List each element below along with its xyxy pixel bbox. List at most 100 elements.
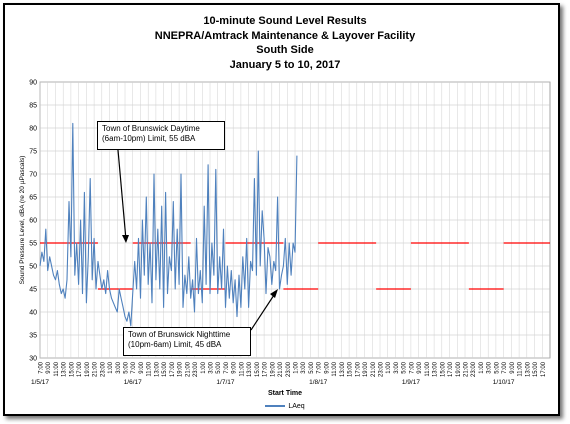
nighttime-callout-line-2: (10pm-6am) Limit, 45 dBA — [128, 340, 222, 349]
x-tick-label: 11:00 — [239, 361, 245, 376]
x-tick-label: 13:00 — [340, 361, 346, 377]
x-axis-title: Start Time — [267, 390, 303, 397]
x-tick-label: 11:00 — [425, 361, 431, 376]
x-tick-label: 9:00 — [324, 361, 330, 373]
nighttime-arrowhead — [270, 289, 278, 298]
x-tick-label: 7:00 — [224, 361, 230, 373]
x-tick-label: 9:00 — [46, 361, 52, 373]
x-tick-label: 17:00 — [170, 361, 176, 377]
x-tick-label: 5:00 — [402, 361, 408, 373]
x-tick-label: 11:00 — [54, 361, 60, 376]
x-tick-label: 1:00 — [108, 361, 114, 373]
y-tick-label: 60 — [29, 218, 37, 225]
x-tick-label: 21:00 — [185, 361, 191, 377]
y-tick-label: 55 — [29, 241, 37, 248]
x-tick-label: 17:00 — [77, 361, 83, 377]
y-tick-label: 70 — [29, 172, 37, 179]
nighttime-callout-arrow — [250, 291, 277, 331]
x-tick-label: 15:00 — [348, 361, 354, 377]
legend-swatch — [265, 405, 286, 408]
x-tick-label: 19:00 — [363, 361, 369, 377]
y-tick-label: 45 — [29, 287, 37, 294]
date-label: 1/10/17 — [493, 379, 515, 386]
x-tick-label: 13:00 — [525, 361, 531, 377]
x-tick-label: 5:00 — [124, 361, 130, 373]
date-label: 1/8/17 — [309, 379, 327, 386]
x-tick-label: 5:00 — [494, 361, 500, 373]
x-tick-label: 21:00 — [464, 361, 470, 377]
daytime-callout-arrow — [117, 149, 127, 241]
x-tick-label: 21:00 — [371, 361, 377, 377]
x-tick-label: 21:00 — [93, 361, 99, 377]
chart-title-block: 10-minute Sound Level Results NNEPRA/Amt… — [0, 14, 570, 72]
x-tick-label: 3:00 — [487, 361, 493, 373]
legend: LAeq — [0, 403, 570, 410]
y-tick-label: 30 — [29, 356, 37, 363]
date-label: 1/9/17 — [402, 379, 420, 386]
x-tick-label: 17:00 — [448, 361, 454, 377]
nighttime-callout-line-1: Town of Brunswick Nighttime — [128, 330, 231, 339]
x-tick-label: 7:00 — [317, 361, 323, 373]
x-tick-label: 15:00 — [533, 361, 539, 377]
x-tick-label: 15:00 — [69, 361, 75, 377]
x-tick-label: 11:00 — [518, 361, 524, 376]
x-tick-label: 15:00 — [162, 361, 168, 377]
daytime-limit-callout: Town of Brunswick Daytime (6am-10pm) Lim… — [97, 121, 225, 150]
laeq-series-line — [39, 122, 298, 327]
chart-title-line-4: January 5 to 10, 2017 — [229, 58, 341, 71]
x-tick-label: 3:00 — [301, 361, 307, 373]
date-label: 1/6/17 — [124, 379, 142, 386]
x-tick-label: 13:00 — [154, 361, 160, 377]
x-tick-label: 23:00 — [379, 361, 385, 377]
chart-title-line-2: NNEPRA/Amtrack Maintenance & Layover Fac… — [154, 29, 416, 42]
nighttime-limit-callout: Town of Brunswick Nighttime (10pm-6am) L… — [123, 327, 251, 356]
x-tick-label: 9:00 — [139, 361, 145, 373]
daytime-callout-line-2: (6am-10pm) Limit, 55 dBA — [102, 134, 196, 143]
x-tick-label: 23:00 — [286, 361, 292, 377]
y-tick-label: 75 — [29, 149, 37, 156]
date-label: 1/7/17 — [216, 379, 234, 386]
x-tick-label: 3:00 — [116, 361, 122, 373]
x-tick-label: 11:00 — [332, 361, 338, 376]
x-tick-label: 7:00 — [39, 361, 45, 373]
x-tick-label: 7:00 — [131, 361, 137, 373]
y-tick-label: 80 — [29, 126, 37, 133]
y-tick-label: 35 — [29, 333, 37, 340]
x-tick-label: 15:00 — [440, 361, 446, 377]
x-tick-label: 5:00 — [216, 361, 222, 373]
x-tick-label: 23:00 — [100, 361, 106, 377]
x-tick-label: 13:00 — [247, 361, 253, 377]
x-tick-label: 19:00 — [178, 361, 184, 377]
chart-title-line-1: 10-minute Sound Level Results — [203, 15, 367, 27]
y-tick-label: 40 — [29, 310, 37, 317]
x-tick-label: 9:00 — [417, 361, 423, 373]
x-tick-label: 23:00 — [193, 361, 199, 377]
x-tick-label: 17:00 — [355, 361, 361, 377]
x-tick-label: 3:00 — [209, 361, 215, 373]
x-tick-label: 1:00 — [294, 361, 300, 373]
y-tick-label: 90 — [29, 80, 37, 87]
x-tick-label: 7:00 — [409, 361, 415, 373]
x-tick-label: 7:00 — [502, 361, 508, 373]
x-tick-label: 19:00 — [270, 361, 276, 377]
x-tick-label: 9:00 — [510, 361, 516, 373]
x-tick-label: 15:00 — [255, 361, 261, 377]
legend-label: LAeq — [288, 403, 305, 410]
x-tick-label: 13:00 — [433, 361, 439, 377]
x-tick-label: 17:00 — [541, 361, 547, 377]
x-tick-label: 5:00 — [309, 361, 315, 373]
date-label: 1/5/17 — [31, 379, 49, 386]
x-tick-label: 17:00 — [263, 361, 269, 377]
x-tick-label: 3:00 — [394, 361, 400, 373]
daytime-callout-line-1: Town of Brunswick Daytime — [102, 124, 200, 133]
y-tick-label: 85 — [29, 103, 37, 110]
x-tick-label: 19:00 — [456, 361, 462, 377]
x-tick-label: 1:00 — [479, 361, 485, 373]
x-tick-label: 11:00 — [147, 361, 153, 376]
daytime-arrowhead — [122, 235, 129, 243]
x-tick-label: 1:00 — [386, 361, 392, 373]
y-tick-label: 65 — [29, 195, 37, 202]
x-tick-label: 13:00 — [62, 361, 68, 377]
x-tick-label: 1:00 — [201, 361, 207, 373]
